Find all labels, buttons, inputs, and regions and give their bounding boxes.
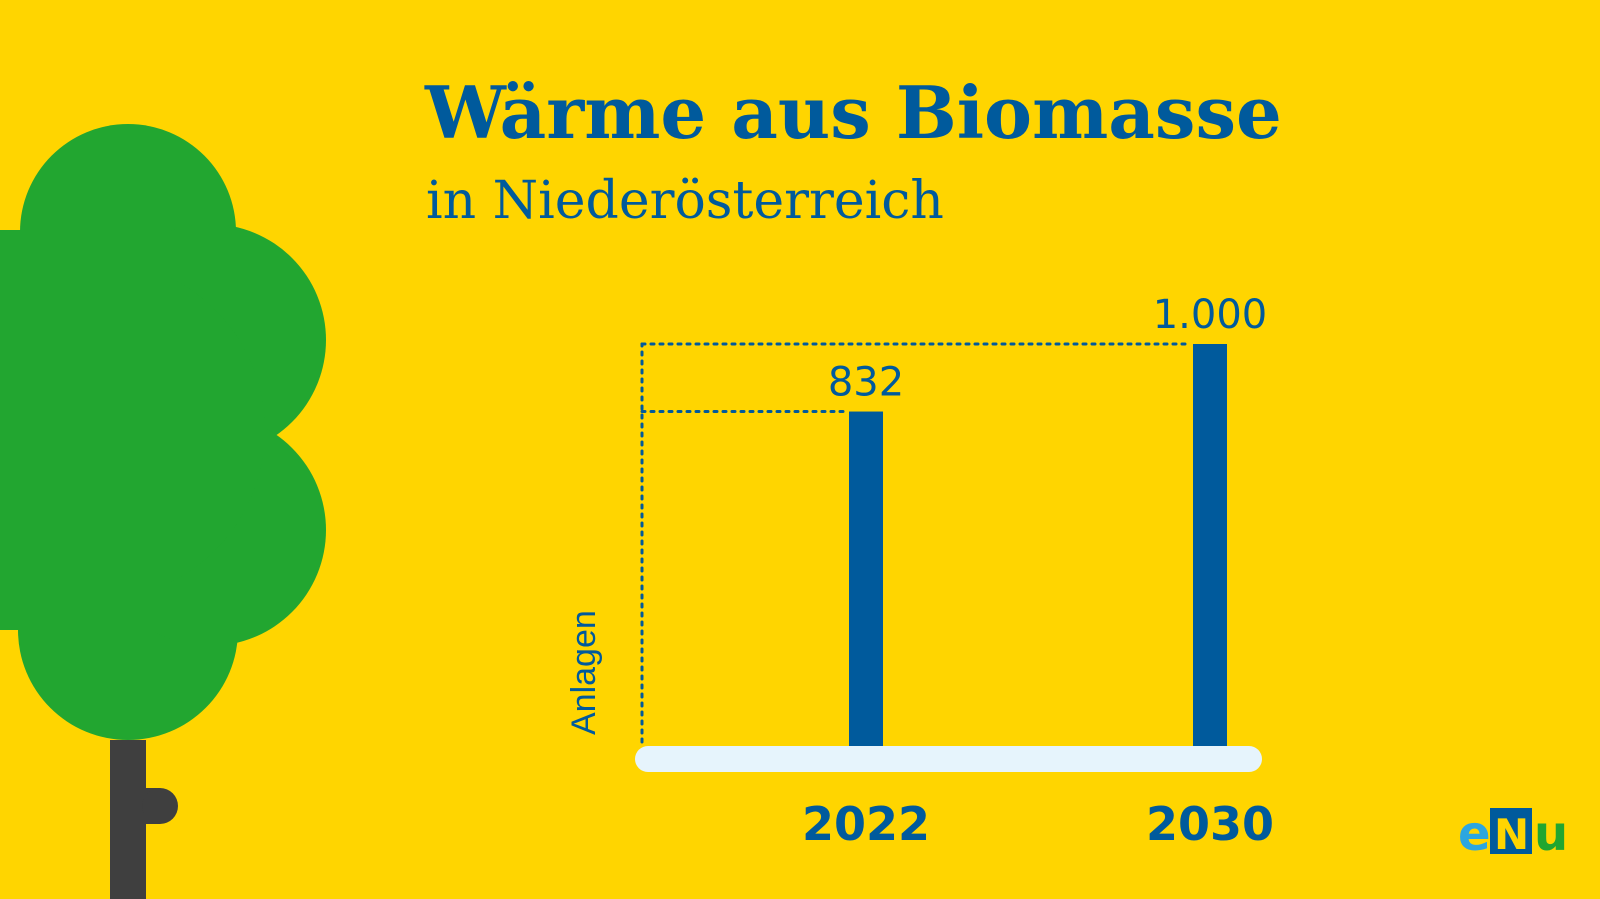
bar-2030 [1193, 344, 1227, 746]
logo-box [1490, 808, 1532, 854]
tree-illustration [0, 124, 326, 899]
bar-2022 [849, 411, 883, 746]
bars [849, 344, 1227, 746]
category-labels: 2022 2030 [802, 797, 1274, 851]
page-subtitle: in Niederösterreich [426, 171, 944, 231]
x-axis-baseline [635, 746, 1262, 772]
page-title: Wärme aus Biomasse [425, 70, 1282, 155]
value-labels: 832 1.000 [828, 292, 1267, 406]
logo-letter-e: e [1458, 806, 1491, 860]
y-axis-label: Anlagen [565, 610, 603, 735]
tree-crown [0, 124, 326, 740]
guide-lines [640, 342, 1189, 744]
category-label-2030: 2030 [1146, 797, 1274, 851]
logo-letter-u: u [1534, 806, 1568, 860]
bar-chart: 832 1.000 2022 2030 Anlagen [565, 292, 1274, 851]
tree-trunk [110, 740, 178, 899]
logo-letter-n: N [1494, 810, 1529, 859]
value-label-2022: 832 [828, 360, 904, 406]
category-label-2022: 2022 [802, 797, 930, 851]
value-label-2030: 1.000 [1153, 292, 1268, 338]
enu-logo: e N u [1458, 806, 1568, 860]
